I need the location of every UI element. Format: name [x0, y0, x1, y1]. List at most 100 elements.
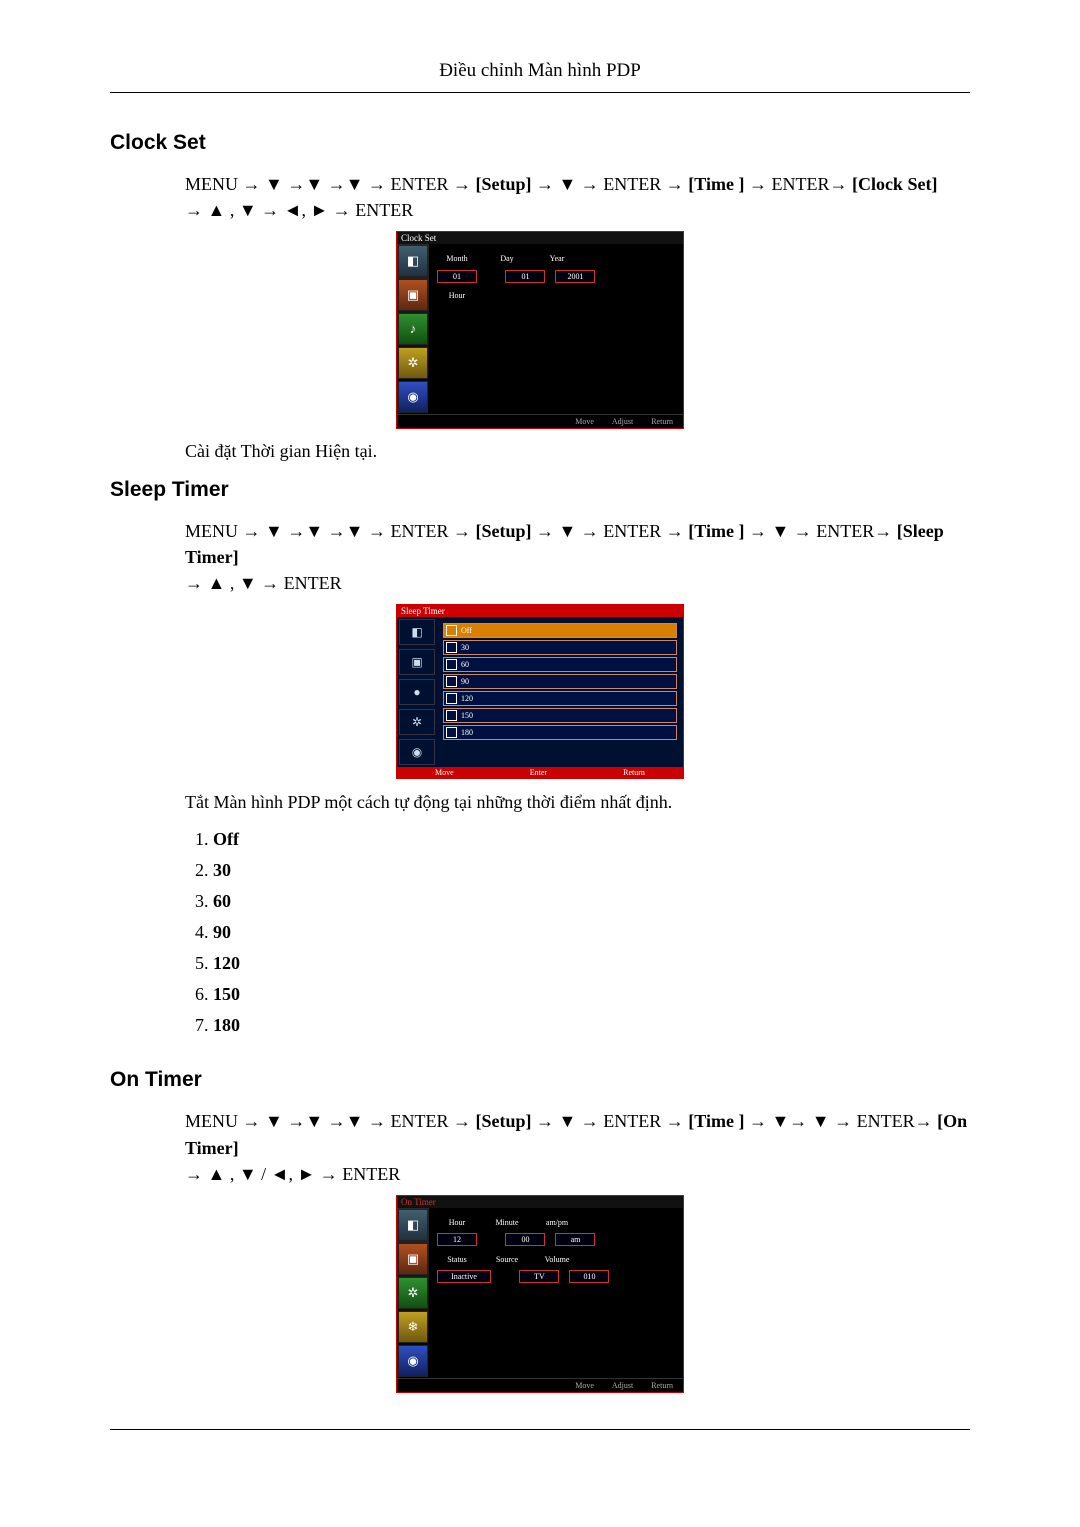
arrow: ▼ [558, 1111, 576, 1131]
osd-label-hour: Hour [437, 1218, 477, 1227]
list-item: 120 [213, 953, 970, 974]
osd-label-volume: Volume [537, 1255, 577, 1264]
text: → [531, 1111, 558, 1131]
text: → ENTER → [576, 521, 688, 541]
checkbox-icon [446, 693, 457, 704]
option-label: 150 [213, 984, 240, 1004]
osd-option-row: 120 [443, 691, 677, 706]
time-label: [Time ] [688, 174, 744, 194]
sidebar-icon: ▣ [398, 279, 428, 311]
osd-value-hour: 12 [437, 1233, 477, 1246]
on-timer-osd-container: On Timer ◧ ▣ ✲ ❄ ◉ Hour Minute am/pm [110, 1195, 970, 1393]
checkbox-icon [446, 727, 457, 738]
sidebar-icon: ✲ [399, 709, 435, 735]
footer-move: Move [575, 1381, 594, 1390]
osd-option-label: 180 [461, 728, 473, 737]
colon: : [487, 1231, 495, 1249]
osd-option-label: 30 [461, 643, 469, 652]
page-header: Điều chỉnh Màn hình PDP [110, 60, 970, 82]
osd-label-year: Year [537, 254, 577, 263]
osd-value-minute: 00 [505, 1233, 545, 1246]
osd-option-label: 150 [461, 711, 473, 720]
header-divider [110, 92, 970, 93]
osd-option-label: Off [461, 626, 472, 635]
arrows: ▲ , ▼ → ◄, ► [208, 200, 329, 220]
osd-footer: Move Adjust Return [397, 1378, 683, 1392]
section-title-clock-set: Clock Set [110, 131, 970, 155]
arrows: ▼→ ▼ [771, 1111, 829, 1131]
text: → [531, 521, 558, 541]
sidebar-icon: ● [399, 679, 435, 705]
option-label: 90 [213, 922, 231, 942]
text: → ENTER [315, 1164, 400, 1184]
on-timer-osd: On Timer ◧ ▣ ✲ ❄ ◉ Hour Minute am/pm [396, 1195, 684, 1393]
text: → ENTER → [576, 174, 688, 194]
text: → ENTER→ [744, 174, 852, 194]
osd-title: Sleep Timer [397, 605, 683, 617]
osd-main: Month Day Year 01: 01 2001 Hour [429, 244, 683, 414]
footer-return: Return [651, 1381, 673, 1390]
text: → ENTER → [576, 1111, 688, 1131]
osd-value-volume: 010 [569, 1270, 609, 1283]
text: MENU → [185, 1111, 265, 1131]
text: → [744, 1111, 771, 1131]
page: Điều chỉnh Màn hình PDP Clock Set MENU →… [0, 0, 1080, 1470]
list-item: Off [213, 829, 970, 850]
sidebar-icon: ◧ [398, 245, 428, 277]
osd-sidebar: ◧ ▣ ● ✲ ◉ [397, 617, 437, 767]
option-label: 180 [213, 1015, 240, 1035]
arrow: ▼ [558, 174, 576, 194]
sidebar-icon: ▣ [399, 649, 435, 675]
osd-option-row: 30 [443, 640, 677, 655]
text: → [185, 1164, 208, 1184]
text: → [185, 200, 208, 220]
osd-option-row: 150 [443, 708, 677, 723]
clock-set-instruction: MENU → ▼ →▼ →▼ → ENTER → [Setup] → ▼ → E… [185, 171, 970, 223]
text: → [531, 174, 558, 194]
arrow: ▼ [558, 521, 576, 541]
sidebar-icon: ◉ [399, 739, 435, 765]
osd-label-source: Source [487, 1255, 527, 1264]
osd-option-row: Off [443, 623, 677, 638]
osd-value-ampm: am [555, 1233, 595, 1246]
osd-sidebar: ◧ ▣ ✲ ❄ ◉ [397, 1208, 429, 1378]
text: → ENTER [328, 200, 413, 220]
sleep-timer-osd-container: Sleep Timer ◧ ▣ ● ✲ ◉ Off 30 60 90 120 1… [110, 604, 970, 780]
list-item: 90 [213, 922, 970, 943]
time-label: [Time ] [688, 1111, 744, 1131]
time-label: [Time ] [688, 521, 744, 541]
arrows: ▼ →▼ →▼ [265, 521, 363, 541]
osd-value-month: 01 [437, 270, 477, 283]
list-item: 30 [213, 860, 970, 881]
osd-footer: Move Enter Return [397, 767, 683, 778]
arrows: ▲ , ▼ [208, 573, 257, 593]
osd-option-row: 60 [443, 657, 677, 672]
osd-option-row: 90 [443, 674, 677, 689]
osd-label-ampm: am/pm [537, 1218, 577, 1227]
option-label: 120 [213, 953, 240, 973]
clock-set-caption: Cài đặt Thời gian Hiện tại. [185, 441, 970, 462]
sidebar-icon: ✲ [398, 347, 428, 379]
checkbox-icon [446, 659, 457, 670]
text: → ENTER → [363, 521, 475, 541]
footer-adjust: Adjust [612, 1381, 633, 1390]
footer-adjust: Adjust [612, 417, 633, 426]
clockset-label: [Clock Set] [852, 174, 937, 194]
arrows: ▼ →▼ →▼ [265, 174, 363, 194]
sidebar-icon: ◧ [399, 619, 435, 645]
checkbox-icon [446, 710, 457, 721]
arrows: ▲ , ▼ / ◄, ► [208, 1164, 316, 1184]
osd-option-label: 90 [461, 677, 469, 686]
text: → ENTER → [363, 1111, 475, 1131]
sidebar-icon: ◧ [398, 1209, 428, 1241]
on-timer-instruction: MENU → ▼ →▼ →▼ → ENTER → [Setup] → ▼ → E… [185, 1108, 970, 1186]
section-title-on-timer: On Timer [110, 1068, 970, 1092]
list-item: 180 [213, 1015, 970, 1036]
osd-option-row: 180 [443, 725, 677, 740]
footer-move: Move [435, 768, 454, 777]
sleep-timer-osd: Sleep Timer ◧ ▣ ● ✲ ◉ Off 30 60 90 120 1… [396, 604, 684, 779]
osd-title: Clock Set [397, 232, 683, 244]
sidebar-icon: ◉ [398, 1345, 428, 1377]
osd-sidebar: ◧ ▣ ♪ ✲ ◉ [397, 244, 429, 414]
checkbox-icon [446, 642, 457, 653]
